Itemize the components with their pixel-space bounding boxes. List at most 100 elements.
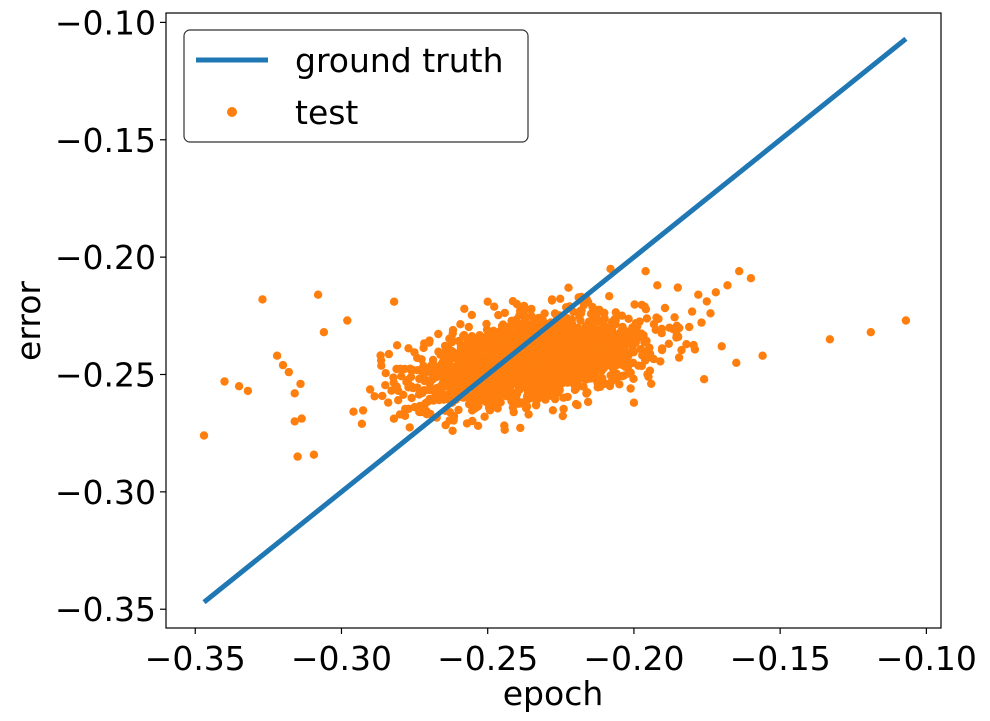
test-point: [381, 369, 390, 378]
test-point: [606, 264, 615, 274]
test-point: [544, 342, 553, 351]
test-point: [578, 338, 588, 347]
test-point: [651, 325, 660, 334]
test-point: [571, 339, 580, 349]
test-point: [486, 345, 495, 354]
test-point: [735, 267, 744, 276]
test-point: [278, 360, 288, 370]
test-point: [508, 403, 518, 412]
test-point: [603, 345, 612, 355]
test-point: [515, 382, 524, 392]
legend: ground truth test: [183, 29, 529, 143]
test-point: [825, 335, 835, 344]
y-axis: −0.10 −0.15 −0.20 −0.25 −0.30 −0.35: [55, 3, 166, 629]
plot-frame: [165, 12, 942, 629]
test-point: [313, 290, 323, 299]
test-point: [357, 419, 367, 428]
test-point: [494, 310, 503, 320]
y-tick-label: −0.35: [55, 590, 156, 629]
test-point: [586, 309, 596, 318]
test-point: [507, 376, 516, 385]
test-point: [640, 338, 649, 347]
test-point: [604, 328, 613, 337]
test-point: [517, 319, 527, 329]
test-point: [528, 393, 537, 402]
test-point: [389, 414, 399, 423]
test-point: [599, 316, 608, 325]
test-point: [410, 348, 419, 357]
test-point: [290, 389, 299, 398]
test-point: [511, 361, 521, 370]
test-point: [309, 450, 319, 459]
test-point: [572, 370, 581, 379]
test-point: [560, 371, 569, 380]
test-point: [484, 403, 494, 412]
test-point: [432, 383, 442, 393]
test-point: [672, 330, 681, 340]
y-tick-label: −0.20: [55, 238, 156, 277]
test-point: [473, 402, 482, 411]
test-point: [664, 339, 673, 348]
test-point: [653, 281, 662, 290]
test-point: [562, 355, 571, 364]
test-point: [866, 328, 875, 337]
test-point: [589, 362, 598, 371]
test-point: [468, 416, 477, 426]
test-point: [525, 351, 534, 360]
test-point: [535, 377, 544, 386]
test-point: [564, 348, 573, 357]
test-point: [605, 292, 614, 301]
test-point: [376, 356, 386, 365]
test-point: [434, 395, 444, 405]
test-point: [447, 337, 457, 347]
test-point: [404, 344, 413, 353]
test-point: [422, 410, 431, 419]
test-point: [643, 346, 652, 355]
test-point: [556, 294, 565, 303]
test-point: [467, 310, 476, 320]
test-point: [468, 335, 477, 344]
test-point: [199, 431, 209, 440]
x-axis: −0.35 −0.30 −0.25 −0.20 −0.15 −0.10: [145, 628, 977, 678]
test-point: [454, 336, 463, 346]
test-point: [434, 329, 443, 339]
test-point: [532, 400, 541, 409]
legend-ground-truth-label: ground truth: [295, 41, 504, 80]
test-point: [598, 337, 607, 347]
x-tick-label: −0.15: [730, 639, 831, 678]
legend-box: [183, 29, 529, 143]
test-point: [319, 328, 329, 337]
test-point: [639, 331, 648, 340]
test-point: [587, 341, 596, 350]
y-tick-label: −0.15: [55, 121, 156, 160]
test-point: [441, 420, 450, 430]
test-point: [436, 350, 445, 359]
test-point: [480, 412, 489, 421]
test-point: [583, 397, 593, 407]
test-point: [618, 322, 627, 332]
test-point: [563, 392, 572, 402]
test-point: [401, 404, 410, 414]
test-point: [588, 333, 597, 342]
test-point: [586, 354, 595, 363]
x-tick-label: −0.30: [291, 639, 392, 678]
test-point: [538, 315, 547, 325]
test-point: [564, 283, 573, 292]
test-point: [448, 329, 457, 338]
test-point: [612, 369, 621, 378]
test-point: [381, 381, 390, 390]
test-point: [481, 355, 491, 364]
test-point: [395, 410, 405, 419]
test-point: [408, 365, 418, 375]
test-point: [598, 357, 607, 367]
test-point: [677, 345, 686, 355]
test-point: [500, 425, 509, 434]
test-point: [516, 423, 525, 433]
test-point: [343, 316, 352, 325]
test-point: [507, 316, 516, 325]
test-point: [453, 352, 462, 361]
test-point: [687, 307, 697, 316]
test-point: [558, 411, 567, 421]
test-point: [449, 416, 458, 425]
test-point: [493, 404, 502, 413]
